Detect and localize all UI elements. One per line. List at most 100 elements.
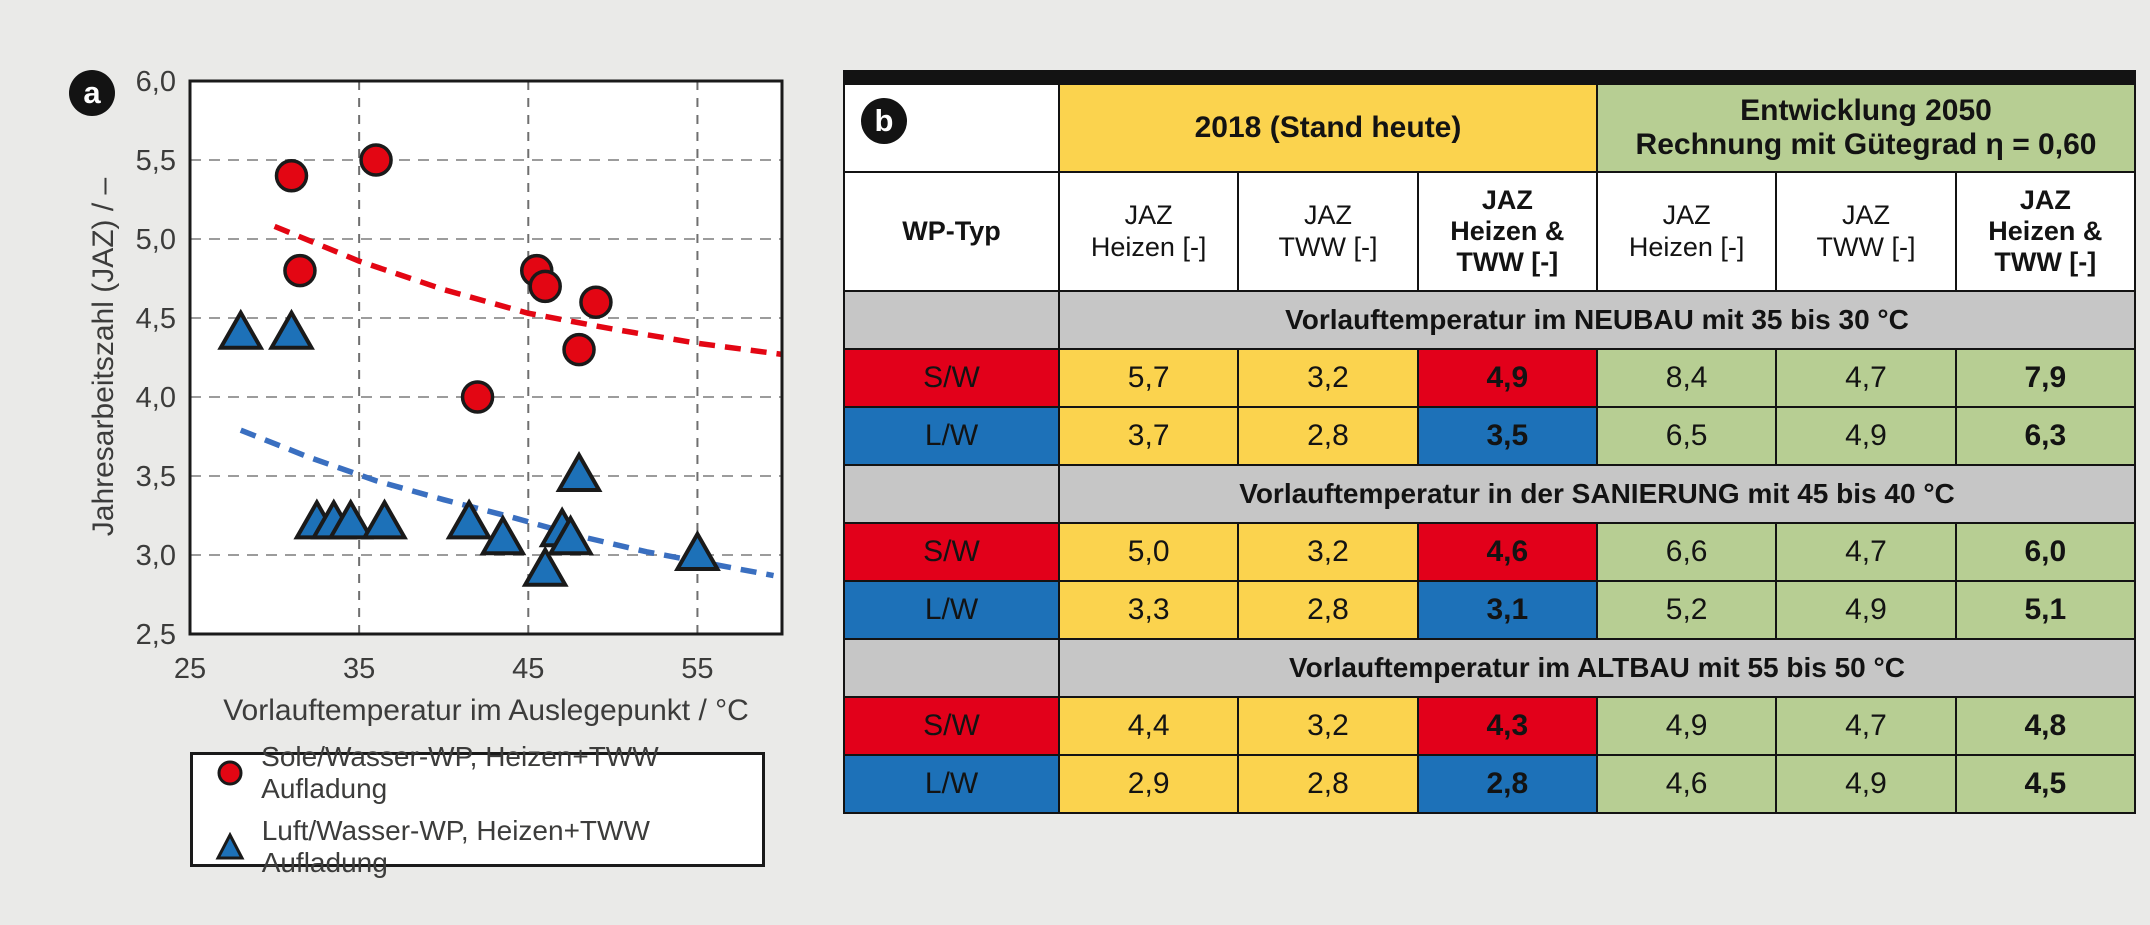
data-point-triangle: [327, 498, 375, 540]
data-row-sole-wasser: S/W 4,4 3,2 4,3 4,9 4,7 4,8: [843, 696, 2137, 756]
y-tick-label: 2,5: [136, 619, 176, 651]
x-tick-label: 45: [512, 653, 544, 685]
value-cell: 4,5: [1954, 754, 2137, 814]
value-cell: 4,4: [1057, 696, 1240, 756]
section-title-0: Vorlauftemperatur im NEUBAU mit 35 bis 3…: [1058, 290, 2136, 350]
section-title-2: Vorlauftemperatur im ALTBAU mit 55 bis 5…: [1058, 638, 2136, 698]
legend-label: Luft/Wasser-WP, Heizen+TWW Aufladung: [261, 814, 650, 878]
value-cell: 4,8: [1954, 696, 2137, 756]
y-tick-label: 6,0: [136, 66, 176, 98]
value-cell: 4,9: [1595, 696, 1778, 756]
data-point-circle: [283, 253, 317, 288]
y-tick-label: 5,5: [136, 145, 176, 177]
data-point-triangle: [673, 529, 721, 571]
data-point-triangle: [555, 450, 603, 492]
section-band-row: Vorlauftemperatur in der SANIERUNG mit 4…: [843, 464, 2136, 524]
trend-line-circle: [273, 223, 783, 358]
data-row-sole-wasser: S/W 5,0 3,2 4,6 6,6 4,7 6,0: [843, 522, 2137, 582]
value-cell: 5,1: [1954, 580, 2137, 640]
value-cell: 4,3: [1416, 696, 1598, 756]
value-cell: 3,2: [1237, 522, 1419, 582]
wp-typ-cell: S/W: [843, 522, 1060, 582]
data-point-circle: [579, 285, 613, 319]
x-tick-label: 35: [343, 653, 375, 685]
table-group-header-row: 2018 (Stand heute) Entwicklung 2050 Rechnu…: [843, 83, 2137, 173]
data-point-triangle: [521, 545, 569, 587]
legend-item-luft-wasser: Luft/Wasser-WP, Heizen+TWW Aufladung: [213, 815, 762, 879]
plot-frame: [188, 79, 784, 636]
section-band-spacer: [843, 464, 1060, 524]
value-cell: 3,3: [1057, 580, 1240, 640]
data-point-circle: [359, 143, 393, 177]
group-header-2050: Entwicklung 2050 Rechnung mit Gütegrad η …: [1595, 83, 2137, 173]
value-cell: 4,7: [1775, 348, 1957, 408]
value-cell: 3,7: [1057, 406, 1240, 466]
x-tick-label: 25: [174, 653, 206, 685]
section-band-spacer: [843, 290, 1060, 350]
value-cell: 2,8: [1416, 754, 1598, 814]
data-row-luft-wasser: L/W 2,9 2,8 2,8 4,6 4,9 4,5: [843, 754, 2137, 814]
section-band-row: Vorlauftemperatur im ALTBAU mit 55 bis 5…: [843, 638, 2136, 698]
y-tick-label: 4,5: [136, 303, 176, 335]
column-header-cell: JAZ TWW [-]: [1775, 171, 1957, 292]
value-cell: 3,1: [1416, 580, 1598, 640]
value-cell: 3,2: [1237, 696, 1419, 756]
value-cell: 4,7: [1775, 522, 1957, 582]
data-point-circle: [562, 332, 596, 367]
value-cell: 3,2: [1237, 348, 1419, 408]
value-cell: 4,7: [1775, 696, 1957, 756]
table-top-bar: [843, 70, 2136, 83]
legend-item-sole-wasser: Sole/Wasser-WP, Heizen+TWW Aufladung: [213, 741, 762, 805]
data-point-circle: [274, 159, 309, 193]
y-tick-label: 4,0: [136, 382, 176, 414]
data-point-triangle: [479, 514, 527, 556]
wp-typ-cell: L/W: [843, 406, 1060, 466]
data-row-sole-wasser: S/W 5,7 3,2 4,9 8,4 4,7 7,9: [843, 348, 2137, 408]
wp-typ-cell: L/W: [843, 580, 1060, 640]
section-band-row: Vorlauftemperatur im NEUBAU mit 35 bis 3…: [843, 290, 2136, 350]
jaz-scatter-plot: 2,5 3,0 3,5 4,0 4,5 5,0 5,5 6,0 25 35 45 55: [136, 66, 784, 685]
jaz-comparison-table: 2018 (Stand heute) Entwicklung 2050 Rechnu…: [843, 83, 2137, 814]
panel-b-badge: b: [861, 98, 907, 144]
panel-a-badge: a: [69, 70, 115, 116]
column-header-cell: JAZ TWW [-]: [1237, 171, 1419, 292]
data-point-triangle: [361, 498, 408, 540]
value-cell: 2,8: [1237, 580, 1419, 640]
value-cell: 5,0: [1057, 522, 1240, 582]
section-title-1: Vorlauftemperatur in der SANIERUNG mit 4…: [1058, 464, 2136, 524]
data-row-luft-wasser: L/W 3,7 2,8 3,5 6,5 4,9 6,3: [843, 406, 2137, 466]
panel-table: b 2018 (Stand heute) Entwicklung 2050 Rech…: [843, 70, 2137, 814]
column-header-cell: JAZ Heizen & TWW [-]: [1416, 171, 1598, 292]
value-cell: 5,2: [1595, 580, 1778, 640]
x-tick-label: 55: [681, 653, 713, 685]
value-cell: 4,9: [1775, 580, 1957, 640]
section-band-spacer: [843, 638, 1060, 698]
data-point-circle: [528, 269, 562, 304]
data-point-triangle: [445, 498, 493, 540]
data-point-triangle: [217, 308, 265, 350]
value-cell: 2,9: [1057, 754, 1240, 814]
value-cell: 5,7: [1057, 348, 1240, 408]
value-cell: 6,3: [1954, 406, 2137, 466]
y-tick-label: 5,0: [136, 224, 176, 256]
data-row-luft-wasser: L/W 3,3 2,8 3,1 5,2 4,9 5,1: [843, 580, 2137, 640]
panel-scatter-chart: a 2,5 3,0 3,5 4,0 4,5 5,0 5,5 6,0 25 35 45 55 Jahre…: [0, 0, 810, 925]
value-cell: 4,9: [1775, 406, 1957, 466]
y-tick-label: 3,0: [136, 540, 176, 572]
value-cell: 8,4: [1595, 348, 1778, 408]
value-cell: 4,9: [1775, 754, 1957, 814]
group-header-2018: 2018 (Stand heute): [1058, 83, 1598, 173]
value-cell: 6,0: [1954, 522, 2137, 582]
column-header-cell: JAZ Heizen & TWW [-]: [1954, 171, 2137, 292]
value-cell: 6,5: [1595, 406, 1778, 466]
wp-typ-cell: S/W: [843, 696, 1060, 756]
value-cell: 4,6: [1416, 522, 1598, 582]
data-point-circle: [460, 380, 495, 414]
value-cell: 4,6: [1595, 754, 1778, 814]
wp-typ-header-cell: WP-Typ: [843, 171, 1060, 292]
x-axis-title: Vorlauftemperatur im Auslegepunkt / °C: [223, 694, 749, 727]
column-header-cell: JAZ Heizen [-]: [1595, 171, 1778, 292]
value-cell: 6,6: [1595, 522, 1778, 582]
wp-typ-cell: S/W: [843, 348, 1060, 408]
